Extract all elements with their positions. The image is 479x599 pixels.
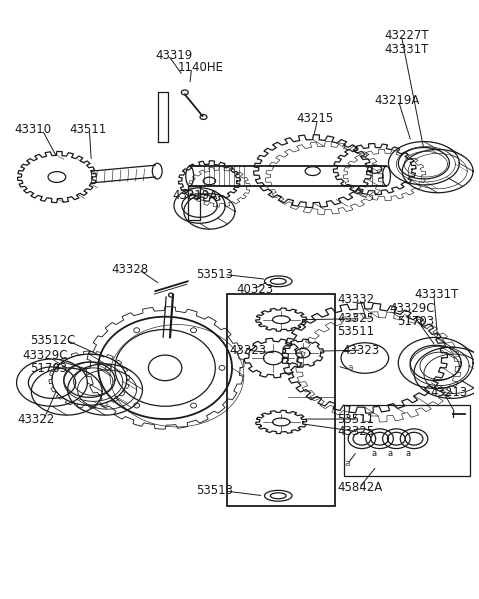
Text: 51703: 51703: [30, 362, 68, 376]
Text: 43328: 43328: [111, 263, 148, 276]
Text: 43323: 43323: [342, 344, 379, 356]
Bar: [344, 406, 470, 476]
Text: 53513: 53513: [196, 485, 234, 497]
Text: 51703: 51703: [397, 315, 434, 328]
Text: 43325: 43325: [337, 425, 375, 438]
Text: a: a: [406, 449, 411, 458]
Text: 43323: 43323: [229, 344, 266, 356]
Text: a: a: [371, 449, 376, 458]
Text: 43322: 43322: [18, 413, 55, 425]
Text: 43219A: 43219A: [375, 94, 420, 107]
Text: 43219A: 43219A: [172, 189, 217, 202]
Text: 43215: 43215: [296, 113, 333, 125]
Text: 43331T: 43331T: [385, 43, 429, 56]
Text: a: a: [347, 363, 353, 372]
Text: 1140HE: 1140HE: [178, 61, 224, 74]
Text: 43329C: 43329C: [389, 302, 435, 315]
Text: 43227T: 43227T: [385, 29, 429, 42]
Text: 43329C: 43329C: [23, 349, 68, 362]
Text: 43319: 43319: [155, 49, 193, 62]
Text: 43325: 43325: [337, 312, 375, 325]
Text: a: a: [344, 459, 350, 468]
Text: 53513: 53513: [196, 268, 234, 281]
Text: 40323: 40323: [236, 283, 273, 296]
Text: 53511: 53511: [337, 325, 375, 338]
Text: 53512C: 53512C: [30, 334, 76, 347]
Text: 53511: 53511: [337, 413, 375, 425]
Bar: [227, 294, 335, 506]
Text: 43310: 43310: [14, 123, 52, 137]
Text: a: a: [388, 449, 393, 458]
Text: 45842A: 45842A: [337, 482, 383, 494]
Text: 43213: 43213: [431, 386, 468, 399]
Text: 43332: 43332: [337, 292, 375, 305]
Text: 43331T: 43331T: [414, 288, 458, 301]
Text: 43511: 43511: [69, 123, 107, 137]
